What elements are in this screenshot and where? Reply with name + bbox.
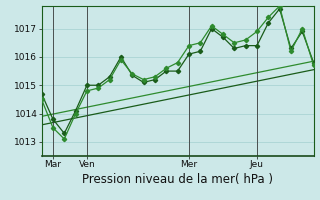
- X-axis label: Pression niveau de la mer( hPa ): Pression niveau de la mer( hPa ): [82, 173, 273, 186]
